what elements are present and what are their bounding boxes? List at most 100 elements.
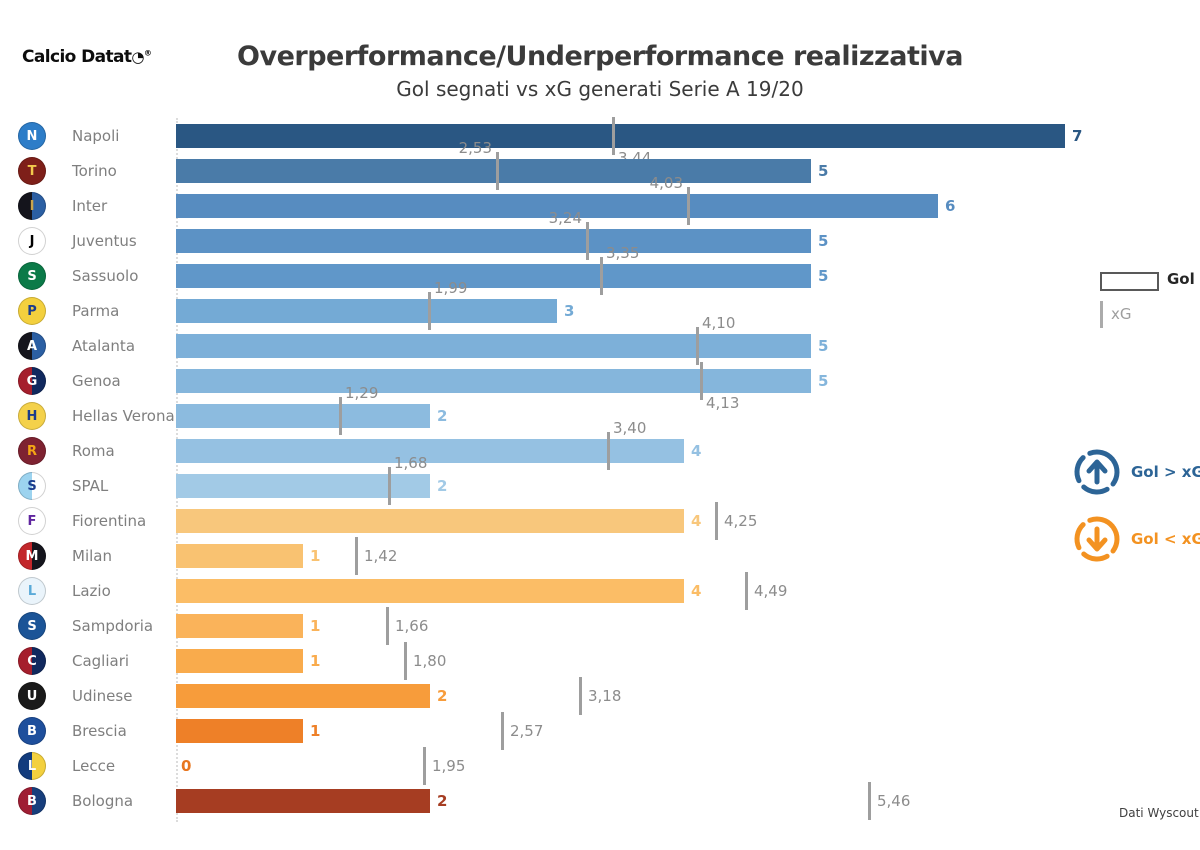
gol-bar [176, 404, 430, 428]
arrow-down-circle-icon [1074, 516, 1120, 562]
xg-value-label: 2,53 [458, 139, 492, 157]
gol-value: 1 [310, 722, 321, 740]
team-logo: J [18, 227, 46, 255]
gol-value: 2 [437, 477, 448, 495]
gol-value: 5 [818, 372, 829, 390]
team-name: Hellas Verona [72, 407, 175, 425]
data-source-credit: Dati Wyscout [1119, 806, 1199, 820]
team-name: Atalanta [72, 337, 136, 355]
gol-value: 5 [818, 232, 829, 250]
xg-value-label: 4,13 [706, 394, 740, 412]
xg-value-label: 1,66 [395, 617, 429, 635]
legend-gol-label: Gol [1167, 270, 1195, 288]
xg-value-label: 3,40 [613, 419, 647, 437]
brand-clock-icon: ◔ [131, 48, 144, 66]
brand-logo: Calcio Datat◔® [22, 47, 152, 67]
gol-value: 6 [945, 197, 956, 215]
team-logo: P [18, 297, 46, 325]
team-logo: R [18, 437, 46, 465]
gol-bar [176, 264, 811, 288]
legend-gol-swatch [1100, 272, 1159, 291]
team-logo: G [18, 367, 46, 395]
baseline-axis [176, 118, 178, 822]
team-logo: T [18, 157, 46, 185]
team-logo: L [18, 752, 46, 780]
gol-bar [176, 614, 303, 638]
team-name: Lazio [72, 582, 111, 600]
brand-text: Calcio Datat [22, 47, 132, 67]
page-subtitle: Gol segnati vs xG generati Serie A 19/20 [396, 77, 804, 101]
overperformance-badge: Gol > xG [1072, 447, 1200, 497]
xg-tick [868, 782, 871, 820]
team-name: Fiorentina [72, 512, 147, 530]
xg-value-label: 2,57 [510, 722, 544, 740]
team-logo: I [18, 192, 46, 220]
xg-tick [586, 222, 589, 260]
team-name: SPAL [72, 477, 109, 495]
team-name: Sassuolo [72, 267, 139, 285]
xg-value-label: 4,10 [702, 314, 736, 332]
page-title: Overperformance/Underperformance realizz… [237, 41, 963, 72]
xg-tick [715, 502, 718, 540]
team-logo: S [18, 472, 46, 500]
arrow-up-circle-icon [1074, 449, 1120, 495]
xg-value-label: 1,99 [434, 279, 468, 297]
underperformance-label: Gol < xG [1131, 530, 1200, 548]
xg-tick [386, 607, 389, 645]
xg-tick [501, 712, 504, 750]
xg-value-label: 3,24 [548, 209, 582, 227]
team-logo: L [18, 577, 46, 605]
gol-value: 1 [310, 617, 321, 635]
team-logo: S [18, 262, 46, 290]
gol-value: 2 [437, 687, 448, 705]
gol-value: 1 [310, 547, 321, 565]
gol-value: 2 [437, 407, 448, 425]
team-logo: U [18, 682, 46, 710]
xg-tick [696, 327, 699, 365]
xg-value-label: 4,25 [724, 512, 758, 530]
gol-value: 4 [691, 582, 702, 600]
legend-xg-tick [1100, 301, 1103, 328]
team-logo: M [18, 542, 46, 570]
xg-tick [600, 257, 603, 295]
team-name: Cagliari [72, 652, 130, 670]
gol-bar [176, 509, 684, 533]
gol-value: 5 [818, 267, 829, 285]
gol-value: 7 [1072, 127, 1083, 145]
team-name: Parma [72, 302, 120, 320]
team-name: Lecce [72, 757, 116, 775]
xg-tick [612, 117, 615, 155]
team-logo: A [18, 332, 46, 360]
overperformance-label: Gol > xG [1131, 463, 1200, 481]
gol-bar [176, 719, 303, 743]
team-name: Genoa [72, 372, 121, 390]
xg-tick [339, 397, 342, 435]
team-logo: F [18, 507, 46, 535]
xg-tick [404, 642, 407, 680]
xg-tick [496, 152, 499, 190]
team-name: Inter [72, 197, 108, 215]
gol-bar [176, 789, 430, 813]
xg-tick [423, 747, 426, 785]
team-name: Udinese [72, 687, 133, 705]
gol-value: 1 [310, 652, 321, 670]
team-name: Juventus [72, 232, 137, 250]
xg-value-label: 1,29 [345, 384, 379, 402]
xg-value-label: 4,49 [754, 582, 788, 600]
xg-tick [745, 572, 748, 610]
xg-value-label: 3,18 [588, 687, 622, 705]
xg-value-label: 3,35 [606, 244, 640, 262]
xg-value-label: 4,03 [649, 174, 683, 192]
gol-bar [176, 649, 303, 673]
team-logo: B [18, 717, 46, 745]
gol-value: 2 [437, 792, 448, 810]
gol-value: 4 [691, 442, 702, 460]
team-name: Torino [72, 162, 117, 180]
xg-tick [579, 677, 582, 715]
gol-bar [176, 439, 684, 463]
legend-xg-label: xG [1111, 305, 1132, 323]
xg-value-label: 1,68 [394, 454, 428, 472]
xg-value-label: 1,42 [364, 547, 398, 565]
gol-value: 4 [691, 512, 702, 530]
